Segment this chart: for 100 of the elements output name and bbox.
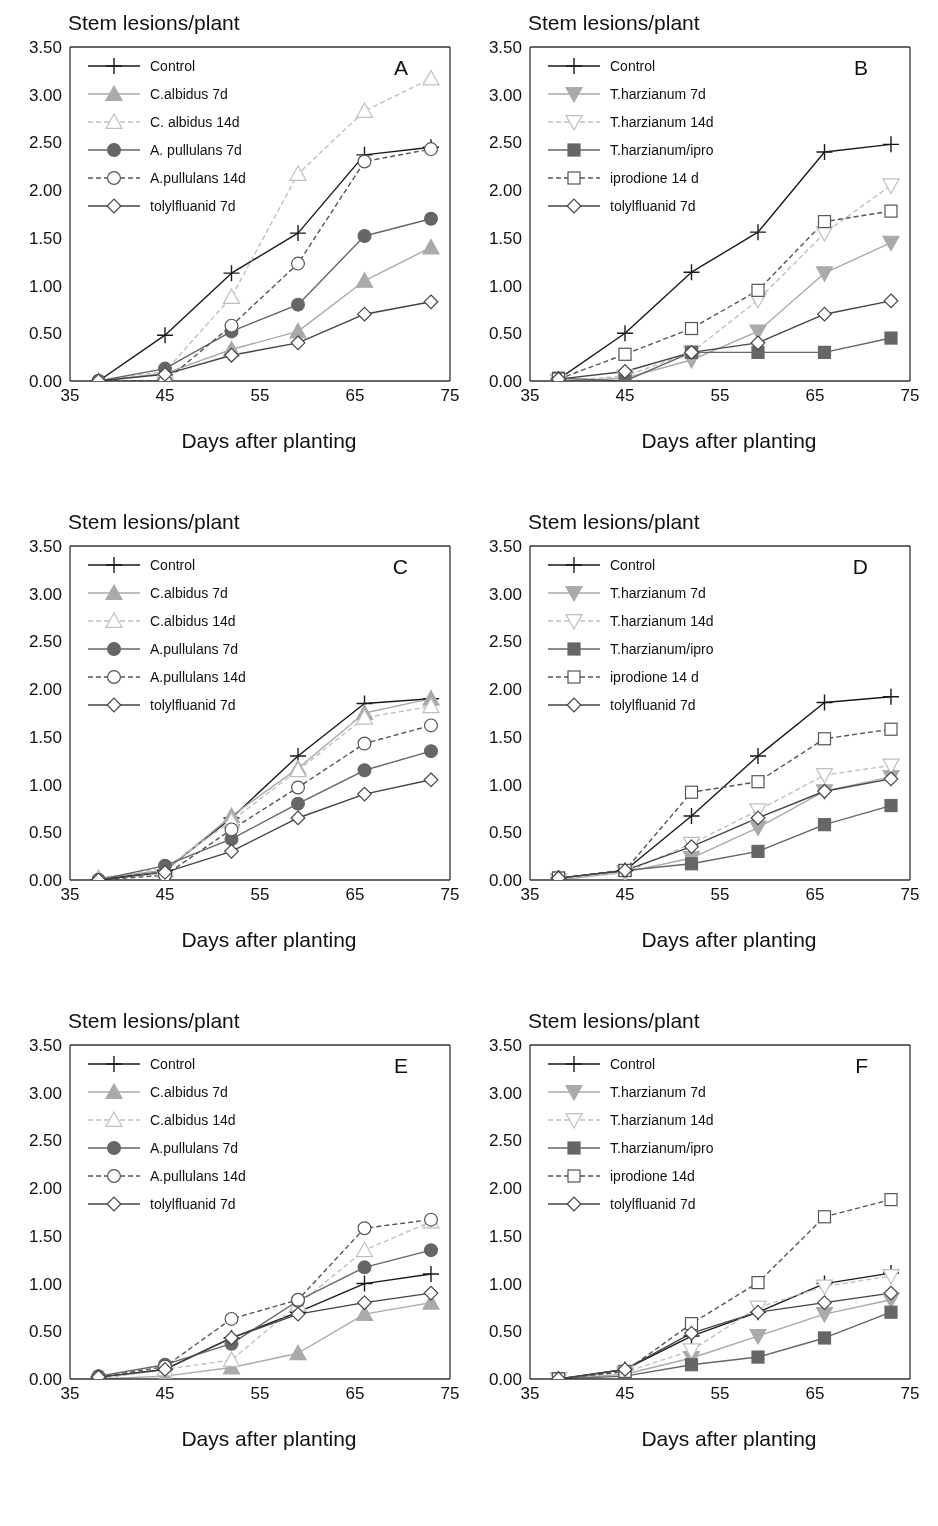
legend-label: Control (150, 58, 196, 74)
legend-label: tolylfluanid 7d (150, 697, 236, 713)
legend-label: C.albidus 7d (150, 1084, 228, 1100)
y-tick-label: 2.00 (488, 181, 522, 201)
x-tick-label: 65 (805, 386, 825, 406)
y-tick-label: 0.50 (28, 1322, 62, 1342)
y-tick-label: 3.00 (28, 85, 62, 105)
legend-label: C.albidus 7d (150, 585, 228, 601)
legend-label: tolylfluanid 7d (150, 1196, 236, 1212)
y-tick-label: 0.00 (488, 1370, 522, 1390)
x-tick-label: 35 (60, 885, 80, 905)
legend-label: C. albidus 14d (150, 114, 240, 130)
legend-label: T.harzianum 7d (610, 1084, 706, 1100)
y-tick-label: 1.00 (28, 775, 62, 795)
x-tick-label: 55 (710, 386, 730, 406)
y-axis-title: Stem lesions/plant (527, 1008, 701, 1034)
legend-label: iprodione 14 d (610, 170, 699, 186)
y-tick-label: 1.50 (488, 1226, 522, 1246)
x-tick-label: 35 (520, 1384, 540, 1404)
y-tick-label: 3.50 (28, 1036, 62, 1056)
legend-label: Control (610, 58, 656, 74)
y-tick-label: 3.00 (488, 584, 522, 604)
y-tick-label: 1.50 (488, 228, 522, 248)
y-tick-label: 2.00 (488, 680, 522, 700)
y-tick-label: 0.50 (488, 1322, 522, 1342)
y-tick-label: 1.00 (488, 276, 522, 296)
y-tick-label: 1.50 (28, 1226, 62, 1246)
y-tick-label: 1.00 (488, 1274, 522, 1294)
legend-label: A.pullulans 14d (150, 170, 246, 186)
annotation: C (392, 555, 408, 579)
legend-label: T.harzianum 14d (610, 613, 714, 629)
x-tick-label: 45 (155, 386, 175, 406)
annotation: F (855, 1054, 868, 1078)
x-tick-label: 55 (250, 1384, 270, 1404)
legend-label: iprodione 14 d (610, 669, 699, 685)
x-tick-label: 75 (440, 386, 460, 406)
annotation: B (853, 56, 868, 80)
y-tick-label: 3.50 (488, 537, 522, 557)
legend-label: A. pullulans 7d (150, 142, 242, 158)
legend-label: C.albidus 14d (150, 613, 236, 629)
x-tick-label: 65 (345, 885, 365, 905)
legend-label: T.harzianum/ipro (610, 142, 714, 158)
y-tick-label: 2.50 (28, 632, 62, 652)
y-axis-title: Stem lesions/plant (67, 10, 241, 36)
y-axis-title: Stem lesions/plant (527, 10, 701, 36)
legend-label: tolylfluanid 7d (610, 1196, 696, 1212)
legend-label: T.harzianum 7d (610, 585, 706, 601)
x-tick-label: 75 (440, 1384, 460, 1404)
legend-label: T.harzianum/ipro (610, 641, 714, 657)
y-tick-label: 1.00 (488, 775, 522, 795)
y-tick-label: 3.50 (28, 38, 62, 58)
x-axis-title: Days after planting (640, 1427, 818, 1451)
y-tick-label: 0.00 (28, 372, 62, 392)
y-axis-title: Stem lesions/plant (527, 509, 701, 535)
x-tick-label: 55 (250, 885, 270, 905)
x-tick-label: 45 (155, 885, 175, 905)
x-tick-label: 45 (155, 1384, 175, 1404)
y-tick-label: 2.50 (488, 133, 522, 153)
x-tick-label: 35 (520, 386, 540, 406)
y-tick-label: 2.00 (28, 1179, 62, 1199)
legend-label: T.harzianum/ipro (610, 1140, 714, 1156)
y-tick-label: 0.00 (28, 871, 62, 891)
y-tick-label: 3.50 (488, 38, 522, 58)
y-tick-label: 3.00 (28, 1083, 62, 1103)
y-tick-label: 3.50 (28, 537, 62, 557)
y-tick-label: 2.50 (28, 1131, 62, 1151)
x-axis-title: Days after planting (640, 928, 818, 952)
y-tick-label: 0.00 (488, 372, 522, 392)
y-tick-label: 2.00 (28, 181, 62, 201)
x-tick-label: 45 (615, 885, 635, 905)
annotation: A (393, 56, 408, 80)
legend-label: A.pullulans 7d (150, 1140, 238, 1156)
x-tick-label: 65 (345, 1384, 365, 1404)
legend-label: tolylfluanid 7d (150, 198, 236, 214)
y-axis-title: Stem lesions/plant (67, 509, 241, 535)
y-tick-label: 0.50 (28, 324, 62, 344)
y-tick-label: 0.50 (488, 823, 522, 843)
x-tick-label: 55 (250, 386, 270, 406)
y-tick-label: 3.00 (488, 85, 522, 105)
legend-label: A.pullulans 7d (150, 641, 238, 657)
x-tick-label: 35 (60, 1384, 80, 1404)
x-axis-title: Days after planting (180, 429, 358, 453)
legend-label: T.harzianum 7d (610, 86, 706, 102)
x-tick-label: 65 (805, 1384, 825, 1404)
legend-label: Control (150, 1056, 196, 1072)
x-tick-label: 75 (900, 1384, 920, 1404)
legend-label: tolylfluanid 7d (610, 198, 696, 214)
x-tick-label: 35 (520, 885, 540, 905)
y-axis-title: Stem lesions/plant (67, 1008, 241, 1034)
x-tick-label: 75 (900, 885, 920, 905)
y-tick-label: 2.00 (28, 680, 62, 700)
y-tick-label: 0.50 (28, 823, 62, 843)
legend-label: Control (610, 557, 656, 573)
x-tick-label: 65 (345, 386, 365, 406)
x-tick-label: 75 (440, 885, 460, 905)
y-tick-label: 3.50 (488, 1036, 522, 1056)
y-tick-label: 2.50 (488, 1131, 522, 1151)
legend-label: T.harzianum 14d (610, 1112, 714, 1128)
legend-label: C.albidus 14d (150, 1112, 236, 1128)
x-axis-title: Days after planting (640, 429, 818, 453)
